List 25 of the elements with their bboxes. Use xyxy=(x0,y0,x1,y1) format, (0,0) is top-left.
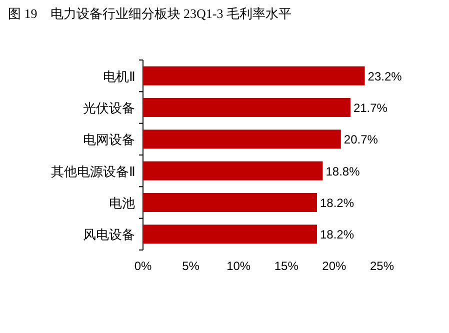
data-label: 21.7% xyxy=(353,101,388,115)
data-label: 18.8% xyxy=(326,164,360,178)
data-label: 23.2% xyxy=(368,69,402,84)
data-label: 18.2% xyxy=(320,196,354,210)
x-tick-label: 10% xyxy=(226,259,251,273)
y-tick-label: 电网设备 xyxy=(83,132,135,148)
bar xyxy=(143,193,317,212)
bar xyxy=(143,224,317,244)
x-tick-label: 20% xyxy=(322,259,347,273)
bar xyxy=(143,98,350,117)
x-tick-label: 5% xyxy=(182,259,200,273)
y-tick-label: 电池 xyxy=(109,196,135,210)
y-tick-label: 光伏设备 xyxy=(83,100,135,116)
bar xyxy=(143,66,365,86)
data-label: 20.7% xyxy=(344,132,378,147)
data-label: 18.2% xyxy=(320,228,354,242)
y-tick-label: 其他电源设备Ⅱ xyxy=(51,164,135,179)
x-tick-label: 0% xyxy=(134,259,152,273)
x-tick-label: 25% xyxy=(370,259,394,273)
y-tick-label: 风电设备 xyxy=(83,227,135,242)
bar xyxy=(143,161,323,180)
x-tick-label: 15% xyxy=(274,259,299,273)
bar xyxy=(143,130,341,149)
chart-title: 图 19 电力设备行业细分板块 23Q1-3 毛利率水平 xyxy=(8,6,292,21)
y-tick-label: 电机Ⅱ xyxy=(103,68,135,84)
